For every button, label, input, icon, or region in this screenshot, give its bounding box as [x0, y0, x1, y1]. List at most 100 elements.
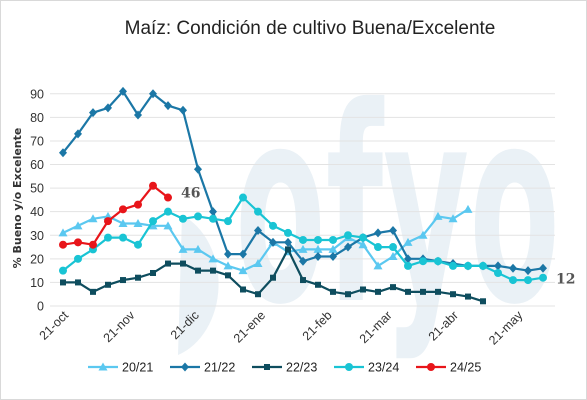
series-22-23: [60, 246, 486, 305]
data-point-21-22-22: [389, 226, 397, 236]
data-point-22-23-25: [435, 288, 441, 295]
legend-marker-20-21: [98, 362, 108, 371]
legend-label-22-23: 22/23: [286, 361, 317, 375]
data-point-22-23-23: [405, 288, 411, 295]
data-point-22-23-3: [105, 281, 111, 288]
data-point-21-22-32: [539, 263, 547, 273]
data-point-24-25-5: [134, 200, 142, 209]
data-point-22-23-24: [420, 288, 426, 295]
data-point-23-24-23: [404, 261, 412, 270]
data-point-22-23-12: [240, 286, 246, 293]
data-point-24-25-7: [164, 193, 172, 202]
y-tick-label-90: 90: [30, 87, 44, 101]
legend-label-20-21: 20/21: [122, 361, 153, 375]
data-point-21-22-19: [344, 242, 352, 252]
data-point-23-24-31: [524, 276, 532, 285]
data-point-22-23-10: [210, 267, 216, 274]
data-point-24-25-6: [149, 181, 157, 190]
data-point-20-21-11: [223, 261, 233, 270]
y-tick-label-60: 60: [30, 158, 44, 172]
watermark-text: ofyo: [235, 49, 560, 364]
data-point-21-22-21: [374, 228, 382, 238]
data-point-23-24-29: [494, 268, 502, 277]
data-point-21-22-11: [224, 249, 232, 259]
data-point-23-24-6: [149, 217, 157, 226]
legend-item-24-25: 24/25: [416, 361, 481, 375]
data-point-23-24-32: [539, 273, 547, 282]
data-point-21-22-23: [404, 254, 412, 264]
data-point-23-24-25: [434, 257, 442, 266]
data-point-23-24-27: [464, 261, 472, 270]
series-line-20-21: [62, 208, 469, 272]
data-point-20-21-5: [133, 218, 143, 227]
data-point-23-24-1: [74, 254, 82, 263]
data-point-23-24-17: [314, 235, 322, 244]
data-point-22-23-22: [390, 284, 396, 291]
data-point-22-23-18: [330, 288, 336, 295]
data-point-21-22-30: [509, 263, 517, 273]
data-point-22-23-7: [165, 260, 171, 267]
data-point-23-24-5: [134, 240, 142, 249]
data-point-22-23-28: [480, 298, 486, 305]
data-point-20-21-26: [448, 214, 458, 223]
data-point-22-23-5: [135, 274, 141, 281]
data-point-22-23-15: [285, 246, 291, 253]
data-point-22-23-14: [270, 274, 276, 281]
data-point-23-24-3: [104, 233, 112, 242]
data-point-22-23-11: [225, 272, 231, 279]
data-point-24-25-0: [59, 240, 67, 249]
series-group: [58, 86, 547, 305]
data-point-23-24-24: [419, 257, 427, 266]
data-point-24-25-4: [119, 205, 127, 214]
chart-title: Maíz: Condición de cultivo Buena/Excelen…: [125, 18, 496, 39]
data-point-21-22-0: [59, 148, 67, 158]
data-point-23-24-18: [329, 235, 337, 244]
y-tick-label-20: 20: [30, 252, 44, 266]
y-axis-label: % Bueno y/o Excelente: [11, 128, 24, 269]
data-point-20-21-2: [88, 214, 98, 223]
data-point-21-22-4: [119, 86, 127, 96]
data-point-21-22-13: [254, 226, 262, 236]
legend-item-23-24: 23/24: [334, 361, 399, 375]
data-point-23-24-22: [389, 243, 397, 252]
data-point-22-23-21: [375, 288, 381, 295]
data-point-21-22-14: [269, 237, 277, 247]
data-point-22-23-19: [345, 291, 351, 298]
data-point-21-22-3: [104, 103, 112, 113]
data-point-20-21-10: [208, 254, 218, 263]
legend-marker-22-23: [264, 364, 270, 370]
data-point-21-22-7: [164, 101, 172, 111]
data-point-22-23-16: [300, 277, 306, 284]
data-point-21-22-18: [329, 251, 337, 261]
data-point-22-23-13: [255, 291, 261, 298]
data-point-20-21-17: [313, 244, 323, 253]
data-point-21-22-8: [179, 105, 187, 115]
data-point-23-24-30: [509, 276, 517, 285]
data-point-22-23-6: [150, 269, 156, 276]
data-point-22-23-4: [120, 277, 126, 284]
data-point-23-24-10: [209, 214, 217, 223]
data-point-22-23-20: [360, 286, 366, 293]
data-point-21-22-12: [239, 249, 247, 259]
data-point-21-22-1: [74, 129, 82, 139]
data-point-21-22-31: [524, 266, 532, 276]
watermark-logo: ofyo: [178, 49, 560, 364]
data-point-22-23-17: [315, 281, 321, 288]
data-point-23-24-19: [344, 231, 352, 240]
data-point-20-21-1: [73, 221, 83, 230]
data-point-21-22-17: [314, 251, 322, 261]
y-tick-label-80: 80: [30, 111, 44, 125]
data-point-23-24-28: [479, 261, 487, 270]
legend-label-23-24: 23/24: [368, 361, 399, 375]
data-point-22-23-2: [90, 288, 96, 295]
annotations: 46 12: [181, 186, 575, 288]
data-point-20-21-13: [253, 259, 263, 268]
data-point-22-23-1: [75, 279, 81, 286]
series-24-25: [59, 181, 172, 249]
data-point-20-21-0: [58, 228, 68, 237]
data-point-20-21-24: [418, 230, 428, 239]
y-axis-ticks: 0 10 20 30 40 50 60 70 80 90: [30, 87, 44, 313]
data-point-22-23-8: [180, 260, 186, 267]
data-point-23-24-13: [254, 207, 262, 216]
